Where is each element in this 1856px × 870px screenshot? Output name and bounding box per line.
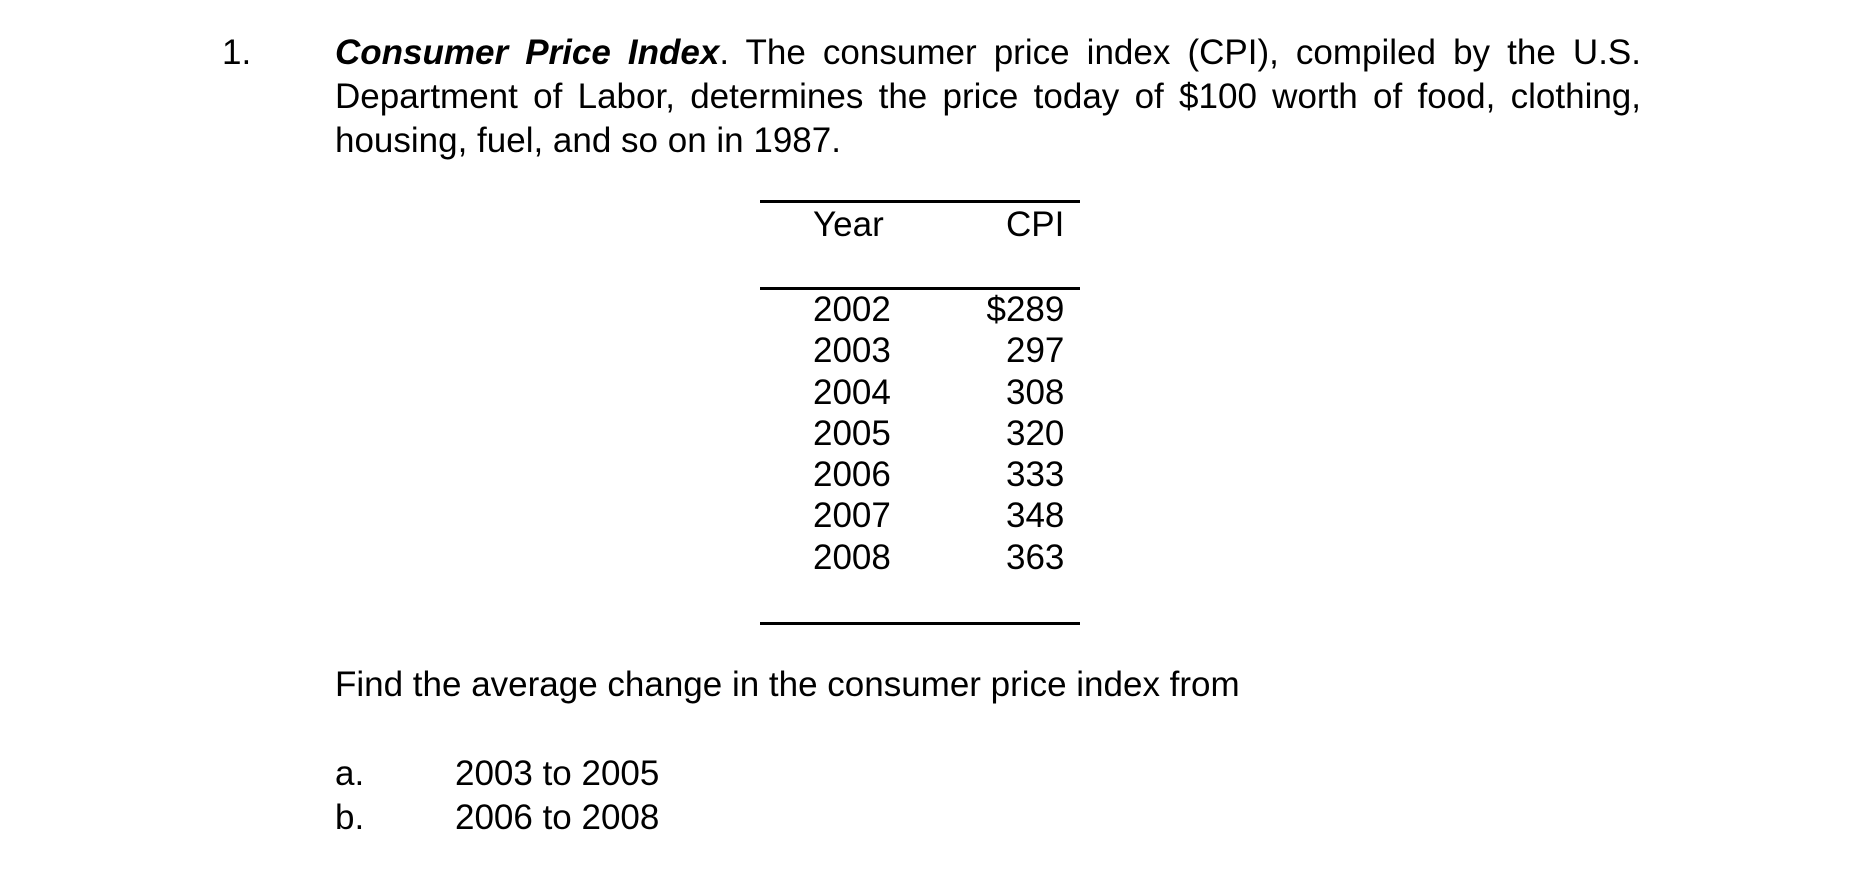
intro-line-1-rest: . The consumer price index (CPI), compil… [719,33,1641,72]
cpi-cell: 348 [1006,496,1065,536]
table-top-rule [760,200,1080,203]
cpi-cell: 363 [1006,537,1065,577]
subpart-b: b. 2006 to 2008 [335,796,935,840]
table-row: 2002 $289 [760,289,1080,330]
subpart-b-label: b. [335,798,365,837]
intro-line-1: Consumer Price Index. The consumer price… [335,31,1641,75]
subpart-a: a. 2003 to 2005 [335,752,935,796]
year-cell: 2004 [813,372,891,412]
table-bottom-rule [760,622,1080,625]
subpart-b-text: 2006 to 2008 [455,798,660,837]
table-header-cpi: CPI [1006,205,1065,244]
intro-line-3: housing, fuel, and so on in 1987. [335,121,841,160]
year-cell: 2003 [813,331,891,371]
table-row: 2004 308 [760,372,1080,413]
subpart-a-text: 2003 to 2005 [455,754,660,793]
cpi-cell: 333 [1006,455,1065,495]
table-row: 2006 333 [760,454,1080,495]
table-row: 2003 297 [760,330,1080,371]
year-cell: 2002 [813,290,891,329]
intro-line-2: Department of Labor, determines the pric… [335,77,1641,116]
problem-title: Consumer Price Index [335,33,720,72]
table-header-year: Year [813,205,884,244]
table-header-rule [760,287,1080,290]
problem-intro-paragraph: Consumer Price Index. The consumer price… [335,31,1641,163]
table-row: 2005 320 [760,413,1080,454]
table-row: 2007 348 [760,495,1080,536]
subparts-list: a. 2003 to 2005 b. 2006 to 2008 [335,752,935,840]
year-cell: 2006 [813,455,891,495]
table-header-row: Year CPI [760,203,1080,247]
cpi-cell: 320 [1006,413,1065,453]
year-cell: 2007 [813,496,891,536]
question-text: Find the average change in the consumer … [335,665,1240,704]
problem-number: 1. [222,33,252,72]
cpi-cell: 297 [1006,331,1065,371]
table-body: 2002 $289 2003 297 2004 308 2005 320 200… [760,289,1080,578]
subpart-a-label: a. [335,754,365,793]
year-cell: 2005 [813,413,891,453]
table-row: 2008 363 [760,537,1080,578]
cpi-cell: $289 [986,290,1065,329]
cpi-table: Year CPI 2002 $289 2003 297 2004 308 200… [760,200,1080,626]
year-cell: 2008 [813,537,891,577]
cpi-cell: 308 [1006,372,1065,412]
